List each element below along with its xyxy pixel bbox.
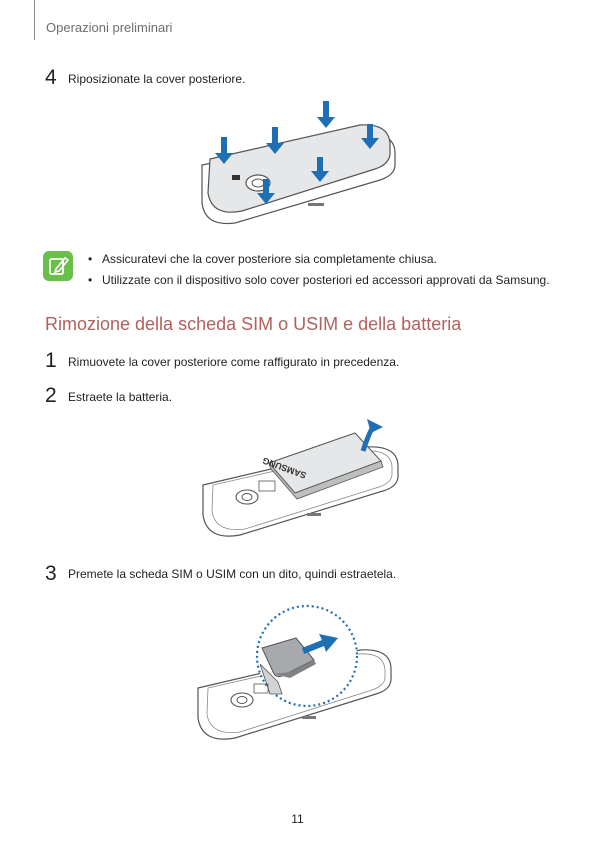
bullet-marker: • — [88, 273, 93, 287]
note-item-1: Assicuratevi che la cover posteriore sia… — [102, 252, 437, 266]
step-text-3: Premete la scheda SIM o USIM con un dito… — [68, 567, 397, 581]
step-text-4: Riposizionate la cover posteriore. — [68, 72, 246, 86]
sim-removal-illustration — [197, 604, 392, 740]
note-item-2: Utilizzate con il dispositivo solo cover… — [102, 273, 550, 287]
arrow-down-icon — [215, 101, 379, 204]
step-number-1: 1 — [45, 349, 57, 372]
arrow-up-icon — [367, 419, 383, 433]
section-title: Rimozione della scheda SIM o USIM e dell… — [45, 314, 462, 334]
header-rule — [34, 0, 35, 40]
page-number: 11 — [291, 812, 304, 826]
back-cover-illustration — [201, 101, 396, 225]
step-number-2: 2 — [45, 384, 57, 407]
arrow-right-icon — [302, 634, 338, 654]
step-text-1: Rimuovete la cover posteriore come raffi… — [68, 355, 400, 369]
step-number-4: 4 — [45, 66, 57, 89]
step-number-3: 3 — [45, 562, 57, 585]
note-pencil-icon — [43, 251, 73, 281]
battery-removal-illustration: SAMSUNG — [202, 419, 399, 537]
header-section-title: Operazioni preliminari — [46, 20, 173, 35]
step-text-2: Estraete la batteria. — [68, 390, 173, 404]
bullet-marker: • — [88, 252, 93, 266]
